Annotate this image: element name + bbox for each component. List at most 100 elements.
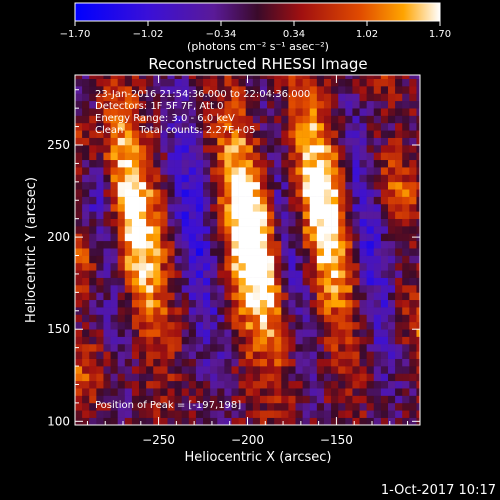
heatmap-cell <box>288 93 296 102</box>
heatmap-cell <box>416 358 420 367</box>
heatmap-cell <box>224 262 232 271</box>
heatmap-cell <box>238 145 247 153</box>
heatmap-cell <box>195 292 204 301</box>
heatmap-cell <box>75 329 83 337</box>
heatmap-cell <box>352 159 360 168</box>
heatmap-cell <box>103 366 111 374</box>
heatmap-cell <box>117 351 126 359</box>
heatmap-cell <box>345 299 353 308</box>
heatmap-cell <box>96 233 104 242</box>
heatmap-cell <box>402 270 410 278</box>
heatmap-cell <box>188 203 197 212</box>
heatmap-cell <box>416 292 420 301</box>
heatmap-cell <box>82 93 90 102</box>
heatmap-cell <box>252 277 261 286</box>
heatmap-cell <box>402 115 410 124</box>
heatmap-cell <box>352 285 360 293</box>
heatmap-cell <box>174 211 183 219</box>
heatmap-cell <box>238 373 247 382</box>
heatmap-cell <box>131 226 140 234</box>
heatmap-cell <box>274 78 282 87</box>
heatmap-cell <box>174 329 183 337</box>
heatmap-cell <box>387 417 396 425</box>
heatmap-cell <box>323 78 332 87</box>
heatmap-cell <box>110 152 118 161</box>
heatmap-cell <box>217 285 225 293</box>
heatmap-cell <box>274 218 282 227</box>
heatmap-cell <box>380 211 389 219</box>
heatmap-cell <box>331 167 339 175</box>
heatmap-cell <box>82 329 90 337</box>
heatmap-cell <box>224 358 232 367</box>
heatmap-cell <box>373 115 382 124</box>
heatmap-cell <box>103 130 111 138</box>
heatmap-cell <box>103 410 111 418</box>
heatmap-cell <box>131 402 140 411</box>
heatmap-cell <box>174 307 183 315</box>
heatmap-cell <box>131 299 140 308</box>
heatmap-cell <box>203 240 211 249</box>
heatmap-cell <box>181 255 190 264</box>
heatmap-cell <box>139 366 147 374</box>
heatmap-cell <box>323 351 332 359</box>
heatmap-cell <box>309 285 318 293</box>
heatmap-cell <box>267 402 275 411</box>
heatmap-cell <box>89 130 97 138</box>
heatmap-cell <box>139 226 147 234</box>
heatmap-cell <box>89 137 97 146</box>
heatmap-cell <box>224 86 232 94</box>
heatmap-cell <box>210 122 218 131</box>
heatmap-cell <box>238 218 247 227</box>
heatmap-cell <box>167 78 175 87</box>
heatmap-cell <box>203 329 211 337</box>
heatmap-cell <box>295 366 303 374</box>
heatmap-cell <box>245 292 254 301</box>
heatmap-cell <box>259 336 268 345</box>
heatmap-cell <box>245 321 254 330</box>
heatmap-cell <box>416 307 420 315</box>
heatmap-cell <box>89 321 97 330</box>
x-tick-label: −150 <box>320 433 353 447</box>
heatmap-cell <box>259 130 268 138</box>
heatmap-cell <box>217 248 225 256</box>
heatmap-cell <box>160 159 168 168</box>
heatmap-cell <box>338 388 346 396</box>
heatmap-cell <box>146 285 154 293</box>
heatmap-cell <box>316 233 325 242</box>
heatmap-cell <box>409 75 417 79</box>
heatmap-cell <box>338 410 346 418</box>
heatmap-cell <box>373 218 382 227</box>
heatmap-cell <box>323 395 332 404</box>
heatmap-cell <box>281 100 289 109</box>
heatmap-cell <box>395 402 403 411</box>
heatmap-cell <box>188 93 197 102</box>
heatmap-cell <box>167 93 175 102</box>
heatmap-cell <box>402 78 410 87</box>
heatmap-cell <box>167 321 175 330</box>
heatmap-cell <box>146 255 154 264</box>
heatmap-cell <box>245 196 254 205</box>
heatmap-cell <box>245 299 254 308</box>
heatmap-cell <box>167 167 175 175</box>
heatmap-cell <box>338 75 346 79</box>
heatmap-cell <box>409 122 417 131</box>
heatmap-cell <box>188 336 197 345</box>
heatmap-cell <box>323 145 332 153</box>
heatmap-cell <box>245 75 254 79</box>
heatmap-cell <box>259 373 268 382</box>
heatmap-cell <box>323 75 332 79</box>
heatmap-cell <box>345 329 353 337</box>
heatmap-cell <box>331 329 339 337</box>
heatmap-cell <box>359 373 367 382</box>
heatmap-cell <box>373 152 382 161</box>
heatmap-cell <box>288 75 296 79</box>
heatmap-cell <box>395 115 403 124</box>
heatmap-cell <box>75 336 83 345</box>
heatmap-cell <box>366 321 375 330</box>
heatmap-cell <box>181 137 190 146</box>
heatmap-cell <box>146 373 154 382</box>
heatmap-cell <box>259 203 268 212</box>
heatmap-cell <box>409 78 417 87</box>
heatmap-cell <box>117 159 126 168</box>
heatmap-cell <box>160 373 168 382</box>
